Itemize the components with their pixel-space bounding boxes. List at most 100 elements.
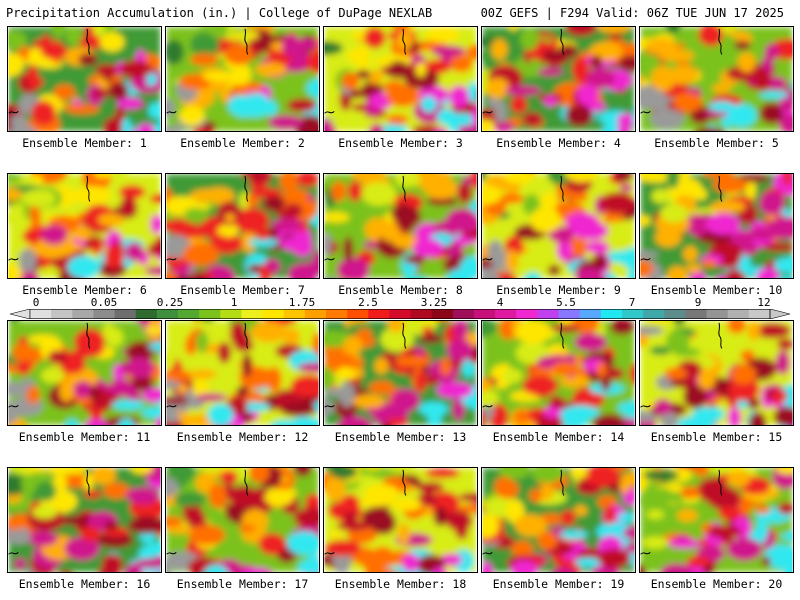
ensemble-member-label: Ensemble Member: 13 [334,430,467,444]
ensemble-panel-7: Ensemble Member: 7 [165,173,320,297]
scale-tick-label: 9 [694,296,702,309]
scale-swatch [431,309,454,319]
ensemble-member-label: Ensemble Member: 8 [338,283,463,297]
scale-swatch [495,309,517,319]
header-title: Precipitation Accumulation (in.) | Colle… [6,6,433,20]
ensemble-panel-1: Ensemble Member: 1 [7,26,162,150]
precip-map [639,26,794,132]
scale-swatch [72,309,94,319]
precip-map [7,173,162,279]
precip-map [165,26,320,132]
scale-swatch [304,309,327,319]
scale-tick-label: 1 [230,296,238,309]
precip-map [7,467,162,573]
scale-swatch [326,309,348,319]
ensemble-panel-10: Ensemble Member: 10 [639,173,794,297]
scale-tick-label: 5.5 [556,296,576,309]
color-scale-bar [9,309,791,319]
ensemble-panel-4: Ensemble Member: 4 [481,26,636,150]
scale-swatch [114,309,137,319]
scale-swatch [685,309,708,319]
precip-map [481,26,636,132]
scale-swatch [368,309,390,319]
scale-arrow-left [9,309,31,319]
scale-tick-label: 7 [628,296,636,309]
ensemble-member-label: Ensemble Member: 3 [338,136,463,150]
scale-swatch [706,309,729,319]
ensemble-member-label: Ensemble Member: 5 [654,136,779,150]
ensemble-member-label: Ensemble Member: 19 [492,577,625,591]
header-valid-time: 00Z GEFS | F294 Valid: 06Z TUE JUN 17 20… [480,6,784,20]
precip-map [165,173,320,279]
precip-map [323,467,478,573]
scale-swatch [241,309,264,319]
scale-tick-label: 1.75 [288,296,316,309]
scale-tick-label: 12 [757,296,771,309]
scale-tick-label: 2.5 [358,296,378,309]
precip-map [323,320,478,426]
precip-map [481,173,636,279]
ensemble-panel-18: Ensemble Member: 18 [323,467,478,591]
ensemble-member-label: Ensemble Member: 11 [18,430,151,444]
ensemble-panel-19: Ensemble Member: 19 [481,467,636,591]
scale-swatch [389,309,412,319]
scale-arrow-right [769,309,791,319]
ensemble-member-label: Ensemble Member: 1 [22,136,147,150]
scale-swatch [262,309,285,319]
scale-swatch [156,309,179,319]
precip-map [639,320,794,426]
scale-swatch [347,309,369,319]
ensemble-panel-14: Ensemble Member: 14 [481,320,636,444]
ensemble-member-label: Ensemble Member: 12 [176,430,309,444]
ensemble-panel-20: Ensemble Member: 20 [639,467,794,591]
ensemble-panel-8: Ensemble Member: 8 [323,173,478,297]
precip-map [481,320,636,426]
precip-map [165,467,320,573]
scale-swatch [410,309,433,319]
scale-swatch [664,309,686,319]
scale-swatch [51,309,73,319]
scale-tick-label: 4 [496,296,504,309]
scale-swatch [622,309,644,319]
scale-swatch [537,309,560,319]
scale-swatch [474,309,496,319]
scale-swatch [643,309,665,319]
scale-swatch [727,309,750,319]
scale-tick-label: 3.25 [420,296,448,309]
ensemble-panel-5: Ensemble Member: 5 [639,26,794,150]
scale-swatch [135,309,158,319]
precip-map [7,26,162,132]
ensemble-panel-15: Ensemble Member: 15 [639,320,794,444]
color-scale: 0 0.05 0.25 1 1.75 2.5 3.25 4 5.5 7 9 12 [0,296,800,322]
precip-map [639,173,794,279]
precip-map [7,320,162,426]
ensemble-member-label: Ensemble Member: 18 [334,577,467,591]
scale-swatch [516,309,538,319]
scale-swatch [93,309,116,319]
ensemble-panel-17: Ensemble Member: 17 [165,467,320,591]
ensemble-panel-11: Ensemble Member: 11 [7,320,162,444]
ensemble-panel-9: Ensemble Member: 9 [481,173,636,297]
ensemble-member-label: Ensemble Member: 6 [22,283,147,297]
ensemble-member-label: Ensemble Member: 15 [650,430,783,444]
scale-swatch [220,309,242,319]
ensemble-panel-6: Ensemble Member: 6 [7,173,162,297]
scale-swatch [283,309,306,319]
ensemble-panel-12: Ensemble Member: 12 [165,320,320,444]
ensemble-member-label: Ensemble Member: 2 [180,136,305,150]
scale-swatch [558,309,581,319]
precip-map [639,467,794,573]
ensemble-member-label: Ensemble Member: 20 [650,577,783,591]
header: Precipitation Accumulation (in.) | Colle… [0,0,800,24]
ensemble-member-label: Ensemble Member: 10 [650,283,783,297]
precip-map [481,467,636,573]
precip-map [165,320,320,426]
scale-swatch [748,309,771,319]
precip-map [323,173,478,279]
ensemble-panel-3: Ensemble Member: 3 [323,26,478,150]
ensemble-panel-2: Ensemble Member: 2 [165,26,320,150]
scale-swatch [452,309,475,319]
scale-tick-label: 0.25 [156,296,184,309]
ensemble-member-label: Ensemble Member: 4 [496,136,621,150]
scale-tick-label: 0.05 [90,296,118,309]
